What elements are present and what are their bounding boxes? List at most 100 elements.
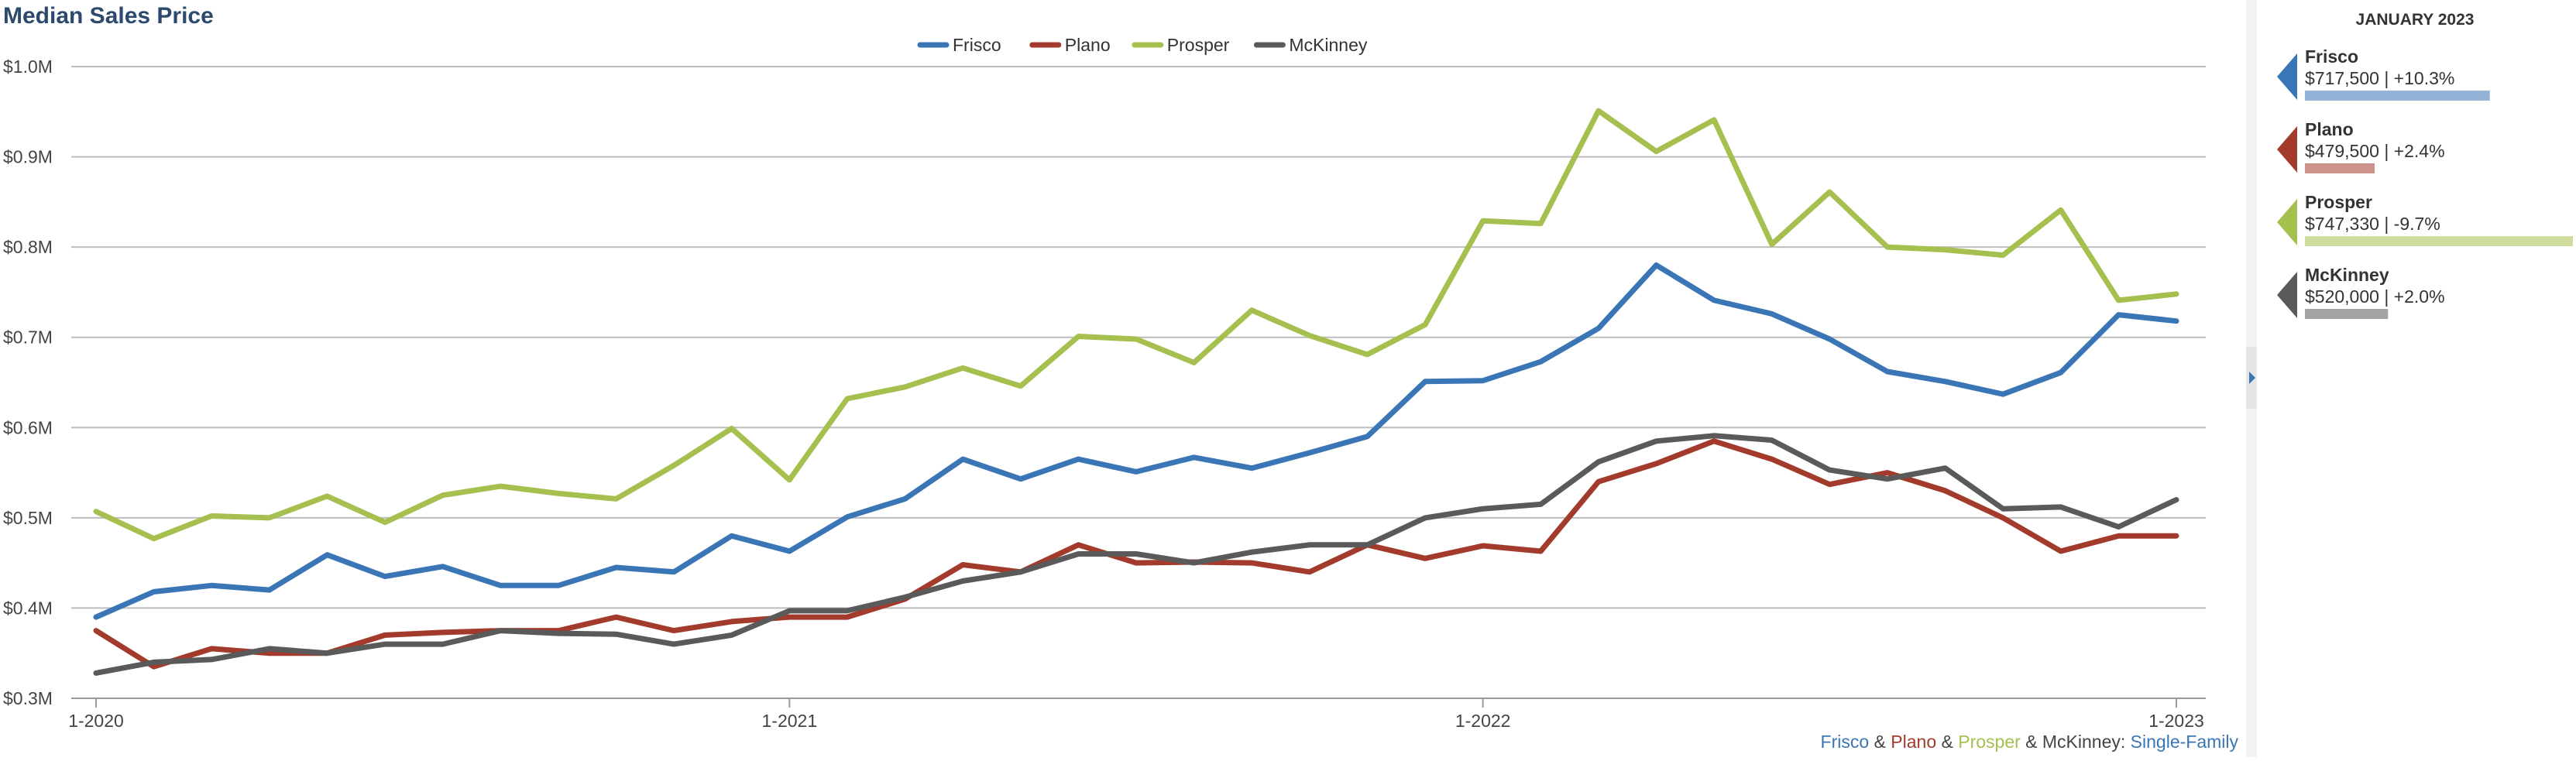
data-point-frisco[interactable] (1191, 454, 1197, 460)
data-point-plano[interactable] (1480, 543, 1485, 548)
data-point-frisco[interactable] (787, 548, 792, 554)
data-point-prosper[interactable] (1712, 117, 1717, 122)
data-point-mckinney[interactable] (325, 650, 330, 656)
data-point-plano[interactable] (1884, 470, 1890, 475)
data-point-plano[interactable] (1769, 457, 1774, 462)
data-point-prosper[interactable] (325, 493, 330, 499)
data-point-frisco[interactable] (151, 589, 156, 595)
data-point-mckinney[interactable] (1538, 502, 1544, 507)
data-point-plano[interactable] (266, 650, 272, 656)
data-point-frisco[interactable] (613, 564, 619, 570)
data-point-plano[interactable] (1595, 479, 1601, 485)
data-point-plano[interactable] (671, 628, 677, 633)
data-point-prosper[interactable] (2174, 291, 2179, 297)
data-point-prosper[interactable] (151, 536, 156, 541)
data-point-mckinney[interactable] (1249, 550, 1255, 555)
data-point-frisco[interactable] (94, 615, 98, 620)
data-point-frisco[interactable] (1595, 326, 1601, 331)
data-point-plano[interactable] (1249, 560, 1255, 566)
data-point-frisco[interactable] (671, 569, 677, 574)
data-point-mckinney[interactable] (151, 660, 156, 665)
data-point-plano[interactable] (844, 615, 850, 620)
data-point-frisco[interactable] (1365, 434, 1370, 439)
data-point-plano[interactable] (94, 628, 98, 633)
data-point-prosper[interactable] (209, 513, 215, 519)
data-point-mckinney[interactable] (1365, 542, 1370, 547)
data-point-plano[interactable] (1942, 488, 1948, 493)
data-point-mckinney[interactable] (1884, 476, 1890, 482)
data-point-plano[interactable] (729, 619, 734, 624)
legend-item-plano[interactable]: Plano (1029, 35, 1111, 55)
data-point-mckinney[interactable] (1769, 437, 1774, 443)
data-point-frisco[interactable] (325, 552, 330, 557)
data-point-prosper[interactable] (94, 509, 98, 514)
data-point-prosper[interactable] (1480, 218, 1485, 224)
data-point-mckinney[interactable] (383, 642, 388, 647)
data-point-prosper[interactable] (729, 426, 734, 431)
data-point-frisco[interactable] (1480, 378, 1485, 383)
data-point-mckinney[interactable] (1134, 551, 1139, 557)
data-point-mckinney[interactable] (1827, 468, 1832, 473)
data-point-mckinney[interactable] (671, 642, 677, 647)
data-point-mckinney[interactable] (902, 595, 908, 600)
data-point-plano[interactable] (440, 629, 445, 635)
data-point-plano[interactable] (1827, 482, 1832, 487)
data-point-frisco[interactable] (209, 583, 215, 588)
data-point-plano[interactable] (787, 615, 792, 620)
legend[interactable]: Frisco Plano Prosper McKinney (917, 35, 1368, 55)
data-point-mckinney[interactable] (1423, 515, 1428, 520)
data-point-frisco[interactable] (1827, 337, 1832, 342)
data-point-frisco[interactable] (1076, 457, 1081, 462)
data-point-prosper[interactable] (440, 492, 445, 498)
data-point-prosper[interactable] (1365, 351, 1370, 357)
data-point-prosper[interactable] (1076, 334, 1081, 339)
data-point-plano[interactable] (613, 615, 619, 620)
data-point-prosper[interactable] (2116, 297, 2121, 303)
data-point-frisco[interactable] (1307, 450, 1312, 455)
data-point-prosper[interactable] (1018, 383, 1023, 389)
data-point-mckinney[interactable] (440, 642, 445, 647)
data-point-prosper[interactable] (555, 491, 561, 496)
data-point-plano[interactable] (2001, 515, 2006, 520)
data-point-frisco[interactable] (844, 514, 850, 519)
data-point-mckinney[interactable] (844, 608, 850, 613)
panel-item-plano[interactable]: Plano$479,500 | +2.4% (2277, 119, 2445, 173)
data-point-frisco[interactable] (1538, 359, 1544, 365)
data-point-plano[interactable] (1538, 548, 1544, 554)
data-point-mckinney[interactable] (2174, 497, 2179, 502)
data-point-prosper[interactable] (1423, 322, 1428, 327)
data-point-mckinney[interactable] (1942, 465, 1948, 471)
data-point-frisco[interactable] (1884, 369, 1890, 375)
data-point-frisco[interactable] (729, 533, 734, 539)
data-point-prosper[interactable] (1307, 333, 1312, 338)
data-point-mckinney[interactable] (1191, 560, 1197, 566)
data-point-prosper[interactable] (1654, 149, 1659, 154)
data-point-mckinney[interactable] (729, 632, 734, 638)
data-point-prosper[interactable] (1538, 221, 1544, 226)
data-point-plano[interactable] (1423, 556, 1428, 561)
panel-toggle-button[interactable] (2246, 347, 2257, 409)
data-point-prosper[interactable] (671, 463, 677, 468)
data-point-prosper[interactable] (1191, 360, 1197, 365)
data-point-mckinney[interactable] (960, 578, 966, 584)
data-point-prosper[interactable] (2058, 207, 2063, 213)
legend-item-prosper[interactable]: Prosper (1132, 35, 1230, 55)
data-point-prosper[interactable] (383, 519, 388, 525)
data-point-prosper[interactable] (266, 515, 272, 520)
data-point-frisco[interactable] (1134, 469, 1139, 475)
data-point-prosper[interactable] (1827, 190, 1832, 195)
data-point-frisco[interactable] (1712, 297, 1717, 303)
data-point-frisco[interactable] (1769, 311, 1774, 317)
data-point-frisco[interactable] (498, 583, 503, 588)
data-point-plano[interactable] (1076, 542, 1081, 547)
data-point-prosper[interactable] (787, 477, 792, 482)
data-point-frisco[interactable] (383, 574, 388, 579)
data-point-frisco[interactable] (440, 564, 445, 569)
data-point-plano[interactable] (2174, 533, 2179, 539)
data-point-mckinney[interactable] (498, 628, 503, 633)
data-point-plano[interactable] (209, 646, 215, 651)
data-point-prosper[interactable] (613, 496, 619, 502)
data-point-plano[interactable] (960, 562, 966, 567)
data-point-mckinney[interactable] (2116, 524, 2121, 530)
data-point-prosper[interactable] (1134, 337, 1139, 342)
